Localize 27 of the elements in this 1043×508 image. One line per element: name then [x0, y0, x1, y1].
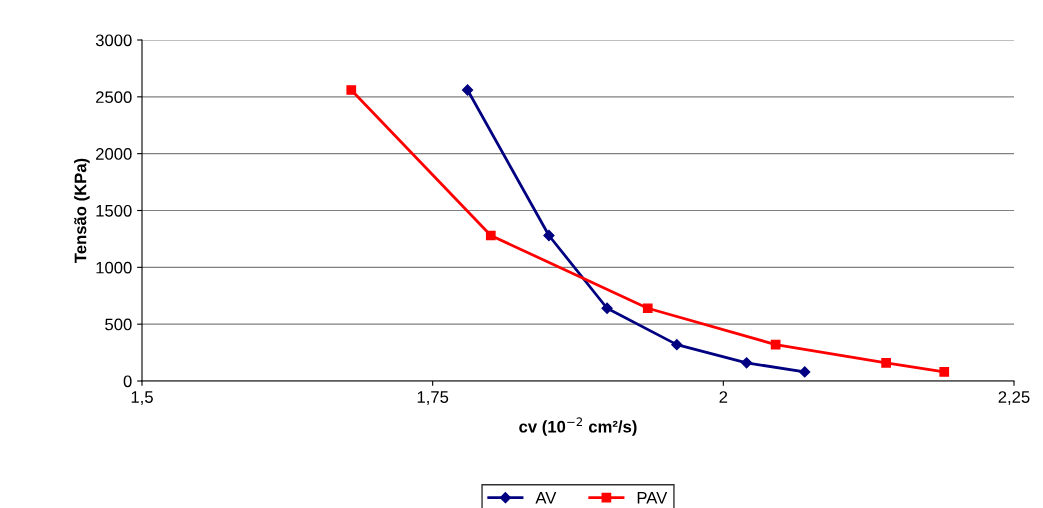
x-tick-label: 1,75 [417, 391, 449, 405]
y-tick-label: 3000 [95, 34, 132, 47]
point [770, 339, 781, 350]
point [671, 339, 683, 351]
point [346, 85, 357, 95]
x-tick-label: 2 [719, 391, 728, 403]
y-axis-title: Tensão (KPa) [74, 158, 90, 263]
legend-label: PAV [637, 492, 668, 504]
point [601, 302, 613, 314]
point [740, 357, 753, 369]
point [461, 84, 474, 96]
point [642, 303, 653, 314]
y-tick-label: 1500 [96, 204, 132, 217]
y-tick-label: 1000 [96, 261, 132, 274]
y-tick-label: 0 [123, 375, 132, 388]
x-axis-title: cv (10$^{−2}$ cm²/s) [519, 417, 637, 436]
point [485, 230, 496, 241]
y-tick-label: 2000 [96, 148, 132, 160]
x-tick-label: 1,5 [131, 391, 153, 405]
point [799, 366, 811, 378]
x-tick-label: 2,25 [998, 391, 1030, 405]
point [939, 367, 950, 377]
point [543, 229, 555, 242]
legend-label: AV [535, 492, 557, 504]
point [881, 357, 891, 368]
y-tick-label: 2500 [96, 91, 132, 104]
y-tick-label: 500 [105, 318, 132, 331]
